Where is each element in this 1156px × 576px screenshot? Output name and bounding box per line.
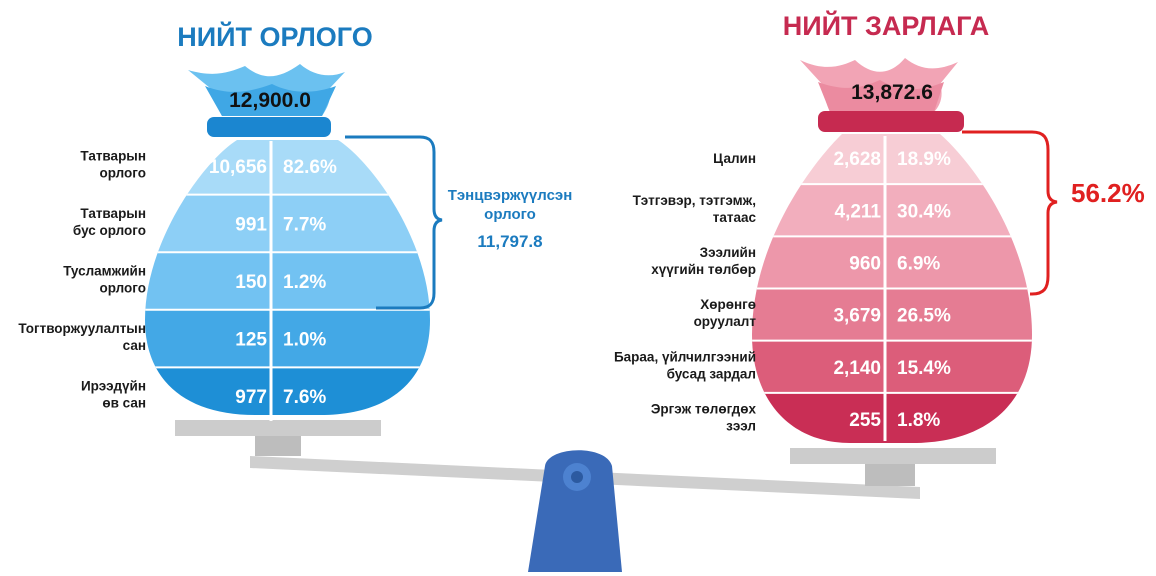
balanced-revenue-label-1: Тэнцвэржүүлсэн bbox=[448, 187, 573, 204]
category-label: Тусламжийн bbox=[63, 264, 146, 279]
data-share-label: 18.9% bbox=[897, 149, 951, 170]
category-label: Бараа, үйлчилгээний bbox=[614, 349, 756, 364]
seesaw-pivot-center bbox=[571, 471, 583, 483]
expense-share-bracket bbox=[962, 130, 1058, 296]
data-share-label: 30.4% bbox=[897, 201, 951, 222]
category-label: татаас bbox=[713, 210, 757, 225]
right-bag-neck-shade bbox=[818, 80, 944, 112]
category-label: бус орлого bbox=[73, 223, 146, 238]
left-bag-neck-shade bbox=[205, 84, 336, 116]
category-label: өв сан bbox=[102, 396, 146, 411]
data-share-label: 15.4% bbox=[897, 358, 951, 379]
right-platform bbox=[790, 448, 996, 464]
category-label: Эргэж төлөгдөх bbox=[651, 401, 757, 416]
balanced-revenue-bracket bbox=[345, 135, 443, 310]
segment-band bbox=[752, 184, 1032, 237]
category-label: Татварын bbox=[80, 206, 146, 221]
category-label: орлого bbox=[100, 165, 147, 180]
category-label: зээл bbox=[726, 418, 756, 433]
data-share-label: 7.6% bbox=[283, 387, 326, 408]
category-label: хүүгийн төлбөр bbox=[651, 262, 756, 277]
category-label: Цалин bbox=[713, 151, 756, 166]
category-label: орлого bbox=[100, 281, 147, 296]
segment-band bbox=[752, 340, 1032, 393]
category-label: Хөрөнгө bbox=[700, 297, 756, 312]
data-value-label: 991 bbox=[235, 214, 267, 235]
data-value-label: 4,211 bbox=[835, 201, 882, 222]
balanced-revenue-value: 11,797.8 bbox=[477, 232, 542, 251]
category-label: Тогтворжуулалтын bbox=[18, 321, 146, 336]
segment-band bbox=[145, 252, 430, 310]
right-post bbox=[865, 464, 915, 486]
data-share-label: 1.8% bbox=[897, 410, 940, 431]
left-bag-tie bbox=[207, 117, 331, 137]
category-label: оруулалт bbox=[694, 314, 757, 329]
data-value-label: 960 bbox=[849, 253, 881, 274]
data-value-label: 10,656 bbox=[209, 157, 267, 178]
segment-band bbox=[752, 134, 1032, 185]
category-label: бусад зардал bbox=[667, 366, 756, 381]
category-label: Тэтгэвэр, тэтгэмж, bbox=[633, 193, 756, 208]
income-title: НИЙТ ОРЛОГО bbox=[177, 21, 373, 52]
data-value-label: 150 bbox=[235, 272, 267, 293]
data-share-label: 1.0% bbox=[283, 330, 326, 351]
data-share-label: 6.9% bbox=[897, 253, 940, 274]
data-value-label: 255 bbox=[849, 410, 881, 431]
expense-total: 13,872.6 bbox=[851, 81, 933, 104]
balanced-revenue-label-2: орлого bbox=[484, 206, 536, 223]
category-label: Зээлийн bbox=[700, 245, 756, 260]
seesaw-base bbox=[528, 450, 622, 572]
category-label: сан bbox=[123, 338, 146, 353]
segment-band bbox=[752, 288, 1032, 341]
data-value-label: 2,628 bbox=[833, 149, 881, 170]
income-total: 12,900.0 bbox=[229, 89, 311, 112]
left-post bbox=[255, 436, 301, 456]
data-value-label: 125 bbox=[235, 330, 267, 351]
data-share-label: 82.6% bbox=[283, 157, 337, 178]
right-bag-tie bbox=[818, 111, 964, 132]
segment-band bbox=[145, 194, 430, 253]
category-label: Ирээдүйн bbox=[81, 379, 146, 394]
segment-band bbox=[752, 236, 1032, 289]
data-share-label: 1.2% bbox=[283, 272, 326, 293]
data-value-label: 977 bbox=[235, 387, 267, 408]
segment-band bbox=[752, 392, 1032, 443]
expense-share-value: 56.2% bbox=[1071, 178, 1145, 208]
data-value-label: 2,140 bbox=[833, 358, 881, 379]
left-platform bbox=[175, 420, 381, 436]
data-value-label: 3,679 bbox=[833, 306, 881, 327]
expense-title: НИЙТ ЗАРЛАГА bbox=[783, 10, 990, 41]
data-share-label: 26.5% bbox=[897, 306, 951, 327]
segment-band bbox=[145, 309, 430, 368]
category-label: Татварын bbox=[80, 148, 146, 163]
data-share-label: 7.7% bbox=[283, 214, 326, 235]
